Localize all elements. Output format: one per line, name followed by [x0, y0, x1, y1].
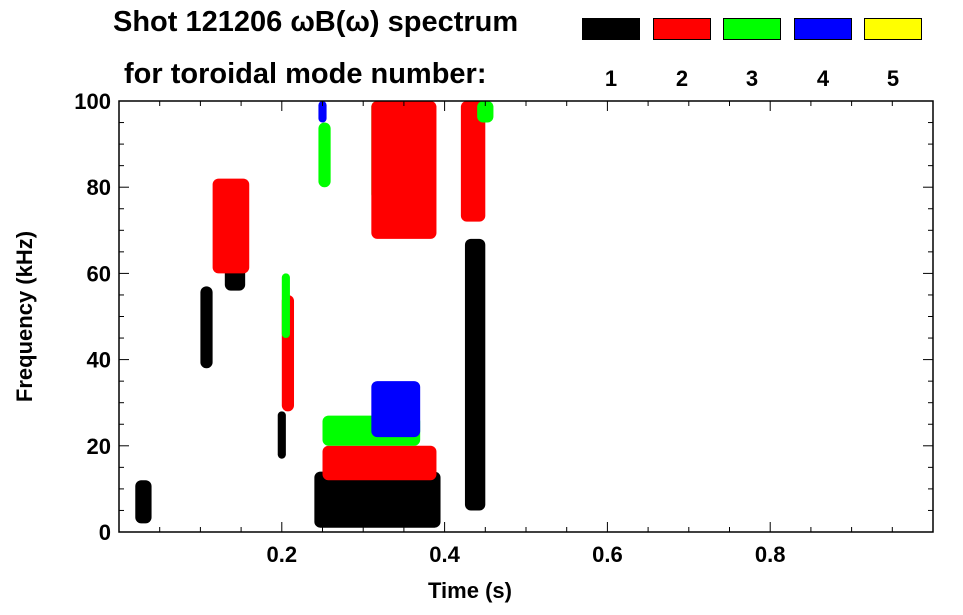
legend-label-mode-2: 2: [675, 66, 689, 91]
axis-ticks: 0.2 0.4 0.6 0.8 0 20 40 60 80 100: [74, 89, 933, 567]
spectrum-region-mode-1: [314, 471, 441, 528]
x-tick-label: 0.8: [755, 542, 786, 567]
spectrum-region-mode-4: [318, 101, 327, 123]
spectrum-region-mode-1: [200, 286, 213, 369]
y-tick-label: 100: [74, 89, 111, 114]
spectrum-region-mode-3: [318, 122, 331, 188]
spectrum-region-mode-2: [460, 101, 486, 222]
legend-label-mode-5: 5: [886, 66, 900, 91]
legend-swatch-mode-2: [653, 18, 711, 40]
spectrum-region-mode-2: [371, 101, 437, 239]
y-tick-label: 20: [87, 434, 111, 459]
x-axis-title: Time (s): [428, 578, 512, 603]
spectrum-region-mode-2: [212, 178, 250, 274]
legend-swatch-mode-1: [582, 18, 640, 40]
legend-swatch-mode-4: [794, 18, 852, 40]
x-tick-label: 0.2: [267, 542, 298, 567]
y-tick-label: 40: [87, 348, 111, 373]
spectrogram-regions: [135, 101, 494, 528]
x-tick-label: 0.6: [592, 542, 623, 567]
spectrum-region-mode-4: [371, 381, 421, 438]
legend-caption: for toroidal mode number:: [124, 58, 487, 90]
legend-swatch-mode-3: [723, 18, 781, 40]
spectrum-region-mode-2: [322, 445, 437, 481]
plot-frame: [118, 100, 934, 533]
spectrum-region-mode-3: [281, 273, 290, 339]
chart-title: Shot 121206 ωB(ω) spectrum: [113, 6, 519, 38]
y-tick-label: 0: [99, 520, 111, 545]
y-axis-title: Frequency (kHz): [12, 231, 37, 402]
spectrum-region-mode-1: [135, 480, 152, 524]
y-tick-label: 60: [87, 261, 111, 286]
legend-swatch-mode-5: [864, 18, 922, 40]
spectrum-region-mode-1: [277, 411, 286, 459]
y-tick-label: 80: [87, 175, 111, 200]
legend-label-mode-4: 4: [816, 66, 830, 91]
legend-label-mode-3: 3: [745, 66, 759, 91]
legend-label-mode-1: 1: [604, 66, 618, 91]
spectrum-region-mode-3: [477, 101, 494, 123]
spectrum-region-mode-1: [464, 238, 486, 511]
x-tick-label: 0.4: [429, 542, 460, 567]
